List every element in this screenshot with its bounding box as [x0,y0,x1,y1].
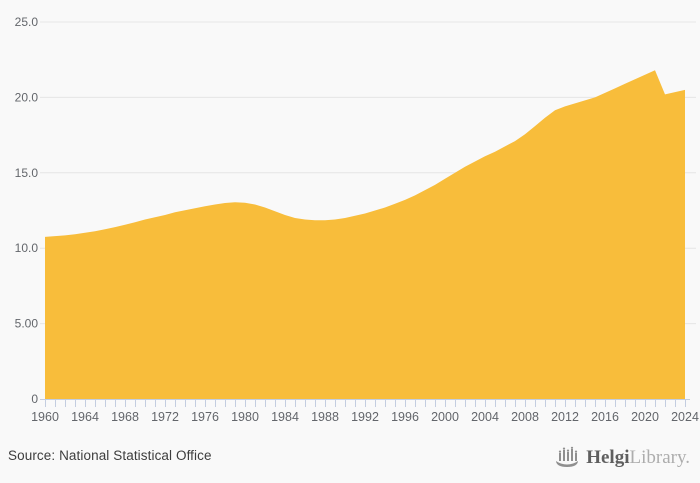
area-chart: 25.0 20.0 15.0 10.0 5.00 0 1960 1964 1968 1972 197… [15,15,699,424]
x-tick-label: 2016 [591,410,619,424]
y-tick-label: 20.0 [15,90,39,104]
x-tick-label: 2020 [631,410,659,424]
x-tick-label: 2004 [471,410,499,424]
y-tick-label: 0 [31,392,38,406]
x-tick-label: 1980 [231,410,259,424]
x-tick-label: 1984 [271,410,299,424]
x-tick-label: 1968 [111,410,139,424]
y-tick-label: 15.0 [15,166,39,180]
x-tick-label: 2000 [431,410,459,424]
x-tick-label: 1988 [311,410,339,424]
x-tick-label: 1992 [351,410,379,424]
x-tick-label: 1996 [391,410,419,424]
brand-wordmark: HelgiLibrary. [586,444,690,472]
x-tick-label: 1976 [191,410,219,424]
brand-logo: HelgiLibrary. [554,444,690,472]
y-tick-label: 5.00 [15,317,39,331]
y-tick-label: 25.0 [15,15,39,29]
area-series [45,70,685,400]
x-tick-label: 1972 [151,410,179,424]
x-tick-label: 2024 [671,410,699,424]
x-tick-label: 1960 [31,410,59,424]
x-tick-label: 1964 [71,410,99,424]
helgi-ship-icon [556,446,579,467]
x-tick-label: 2008 [511,410,539,424]
brand-name-light: Library. [629,447,691,468]
y-tick-label: 10.0 [15,241,39,255]
x-tick-label: 2012 [551,410,579,424]
brand-name-bold: Helgi [586,447,630,468]
source-note: Source: National Statistical Office [8,448,212,463]
